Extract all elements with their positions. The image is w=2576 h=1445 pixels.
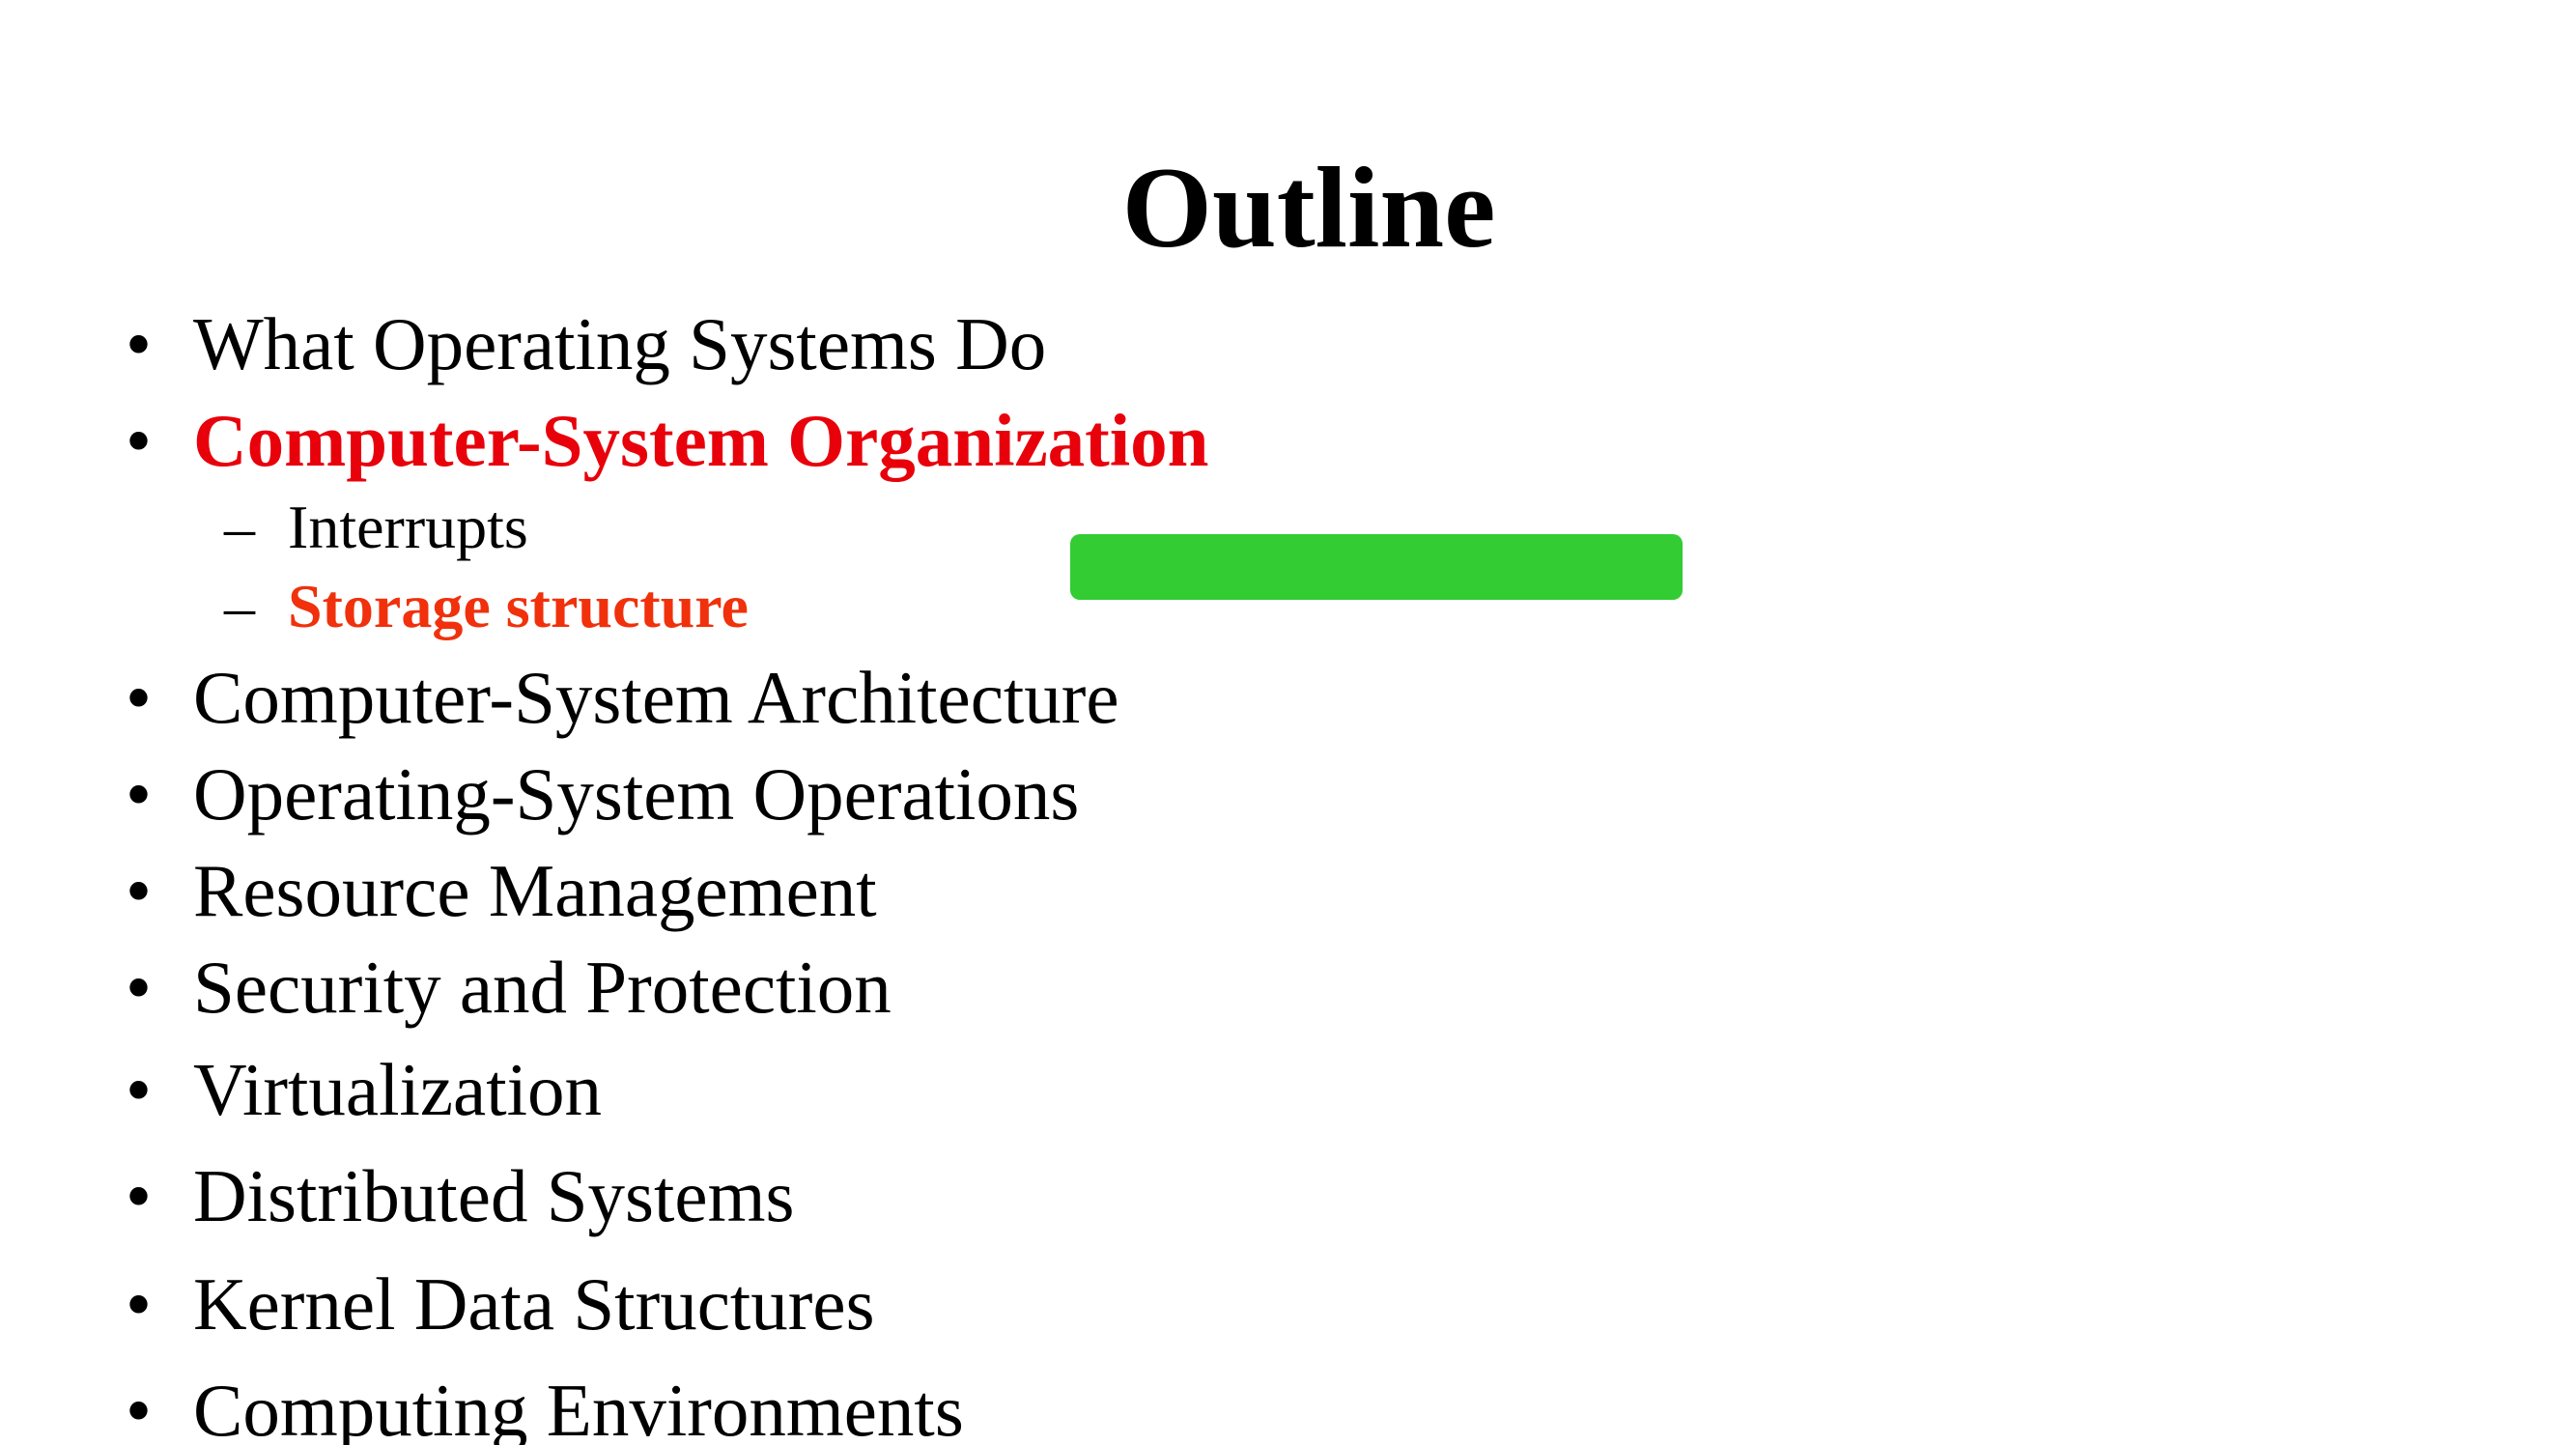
bullet-marker: • (126, 1154, 152, 1237)
outline-item-label: Interrupts (288, 493, 528, 561)
outline-item-label: Computer-System Organization (193, 399, 1209, 482)
outline-item-label: Operating-System Operations (193, 752, 1080, 836)
outline-item-label: Distributed Systems (193, 1154, 795, 1237)
dash-marker: – (224, 572, 255, 640)
bullet-marker: • (126, 849, 152, 932)
green-highlight-bar (1070, 534, 1683, 600)
outline-item-label: Computing Environments (193, 1369, 964, 1445)
slide-title: Outline (1121, 143, 1496, 271)
dash-marker: – (224, 493, 255, 561)
bullet-marker: • (126, 656, 152, 739)
outline-item-label: Resource Management (193, 849, 877, 932)
outline-item-label: Computer-System Architecture (193, 656, 1119, 739)
bullet-marker: • (126, 399, 152, 482)
outline-item-label: What Operating Systems Do (193, 302, 1047, 385)
outline-item-label: Kernel Data Structures (193, 1262, 875, 1346)
bullet-marker: • (126, 752, 152, 836)
bullet-marker: • (126, 302, 152, 385)
outline-item-label: Security and Protection (193, 946, 892, 1029)
outline-item-label: Virtualization (193, 1048, 603, 1131)
bullet-marker: • (126, 1369, 152, 1445)
bullet-marker: • (126, 1048, 152, 1131)
outline-item-label: Storage structure (288, 572, 749, 640)
bullet-marker: • (126, 946, 152, 1029)
bullet-marker: • (126, 1262, 152, 1346)
